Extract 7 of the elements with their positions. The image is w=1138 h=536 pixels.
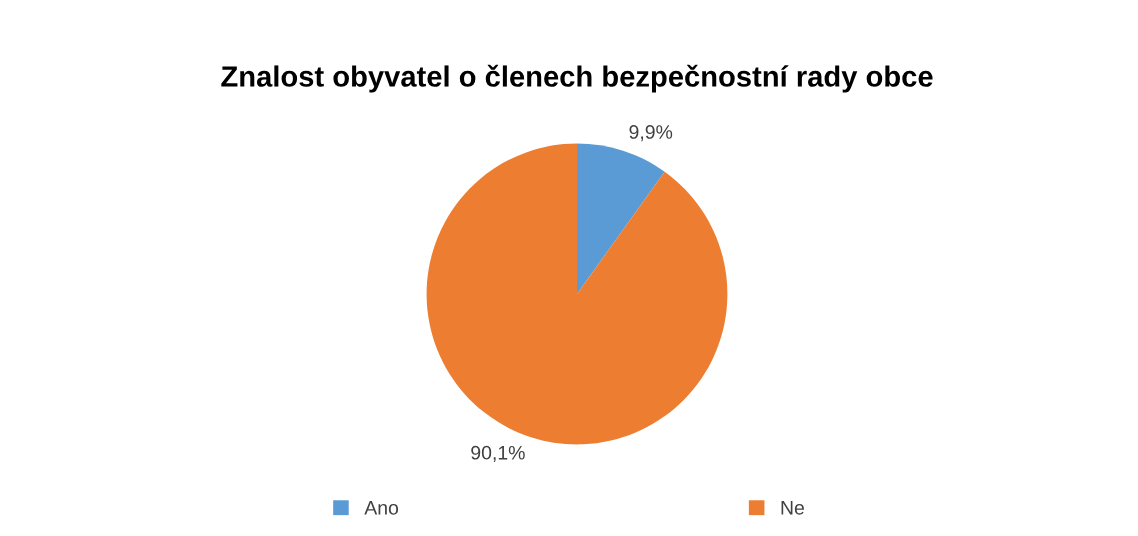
chart-title: Znalost obyvatel o členech bezpečnostní rady obce (221, 64, 933, 93)
pie-slice (426, 143, 728, 445)
legend-label: Ne (781, 501, 804, 515)
data-label: 90,1% (471, 445, 525, 462)
legend-label: Ano (364, 501, 399, 515)
pie-slice (577, 143, 665, 294)
data-label: 9,9% (629, 125, 673, 142)
